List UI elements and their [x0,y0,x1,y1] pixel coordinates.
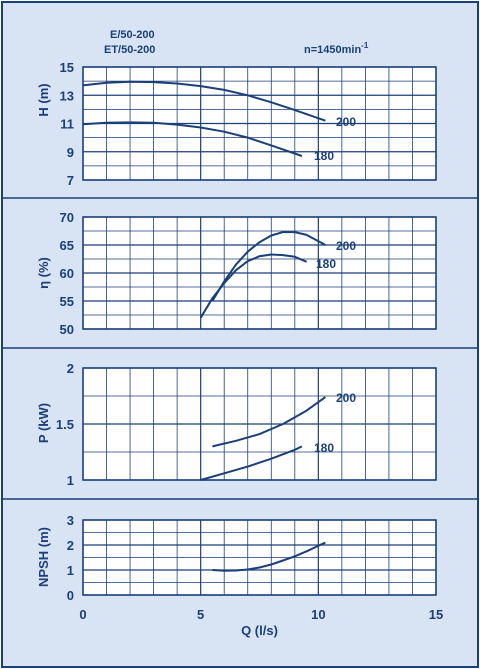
series-label-180: 180 [316,257,336,271]
y-tick-label: 1 [67,563,74,578]
series-line-180 [82,121,303,157]
series-label-180: 180 [314,149,334,163]
y-tick-label: 3 [67,513,74,528]
y-axis-label: NPSH (m) [36,527,51,587]
series-line-npsh [212,541,326,572]
series-line-200 [212,396,326,448]
y-tick-label: 70 [60,210,74,225]
y-tick-label: 0 [67,588,74,603]
y-tick-label: 15 [60,60,74,75]
plot-frame [82,367,437,481]
panel-npsh: 0 1 2 3 NPSH (m) 0 5 10 15 Q (l/s) [36,513,443,638]
x-axis-label: Q (l/s) [241,623,278,638]
series-label-200: 200 [336,391,356,405]
model-label-et: ET/50-200 [104,44,155,56]
speed-label: n=1450min-1 [304,41,369,56]
x-tick-label: 5 [197,607,204,622]
y-tick-label: 7 [67,173,74,188]
x-tick-label: 0 [79,607,86,622]
y-tick-label: 2 [67,538,74,553]
y-axis-label: P (kW) [36,403,51,443]
y-tick-label: 13 [60,88,74,103]
series-line-200 [82,80,326,122]
panel-head: 7 9 11 13 15 H (m) 200 180 [36,60,437,188]
y-tick-label: 50 [60,322,74,337]
plot-frame [82,216,437,330]
y-tick-label: 60 [60,266,74,281]
x-tick-label: 15 [429,607,443,622]
y-tick-label: 1.5 [56,417,74,432]
series-label-180: 180 [314,441,334,455]
panel-power: 1 1.5 2 P (kW) 200 180 [36,361,437,488]
speed-label-exponent: -1 [361,41,369,50]
series-label-200: 200 [336,239,356,253]
y-tick-label: 1 [67,473,74,488]
y-tick-label: 11 [60,117,74,132]
x-tick-label: 10 [311,607,325,622]
series-label-200: 200 [336,115,356,129]
series-line-200 [211,231,326,302]
y-axis-label: H (m) [36,83,51,116]
y-axis-label: η (%) [36,257,51,289]
model-label-e: E/50-200 [110,29,155,41]
y-tick-label: 65 [60,238,74,253]
y-tick-label: 55 [60,294,74,309]
y-tick-label: 2 [67,361,74,376]
plot-frame [82,519,437,596]
y-tick-label: 9 [67,145,74,160]
series-line-180 [199,253,307,319]
series-line-180 [200,445,303,481]
